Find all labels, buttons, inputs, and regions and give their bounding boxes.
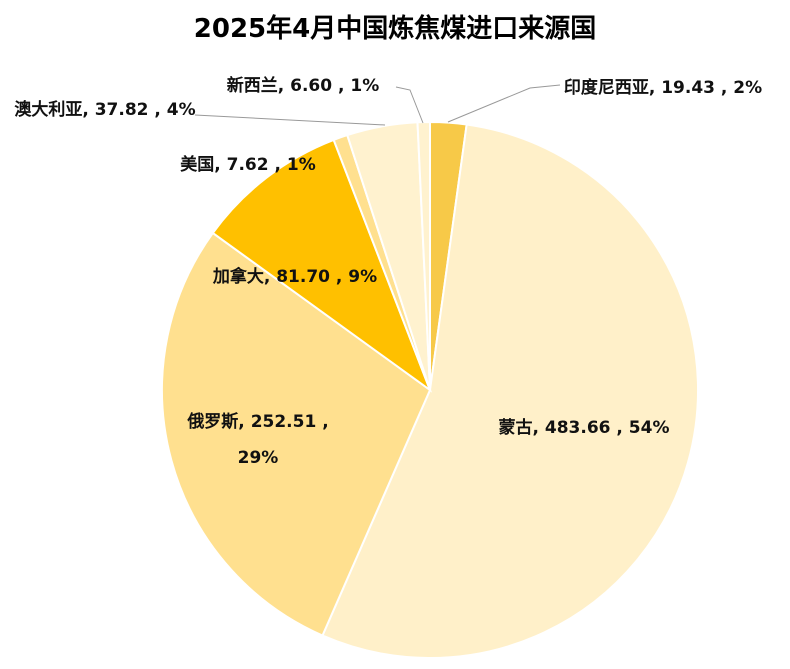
data-label: 新西兰, 6.60 , 1% xyxy=(226,76,380,96)
chart-title: 2025年4月中国炼焦煤进口来源国 xyxy=(193,14,597,44)
leader-line xyxy=(395,86,424,124)
data-label: 澳大利亚, 37.82 , 4% xyxy=(14,100,196,120)
data-label: 蒙古, 483.66 , 54% xyxy=(498,418,670,438)
data-label: 美国, 7.62 , 1% xyxy=(180,155,316,175)
data-label: 加拿大, 81.70 , 9% xyxy=(212,267,378,287)
wedge xyxy=(211,138,433,393)
wedge xyxy=(416,120,431,391)
data-label: 印度尼西亚, 19.43 , 2% xyxy=(563,78,763,98)
leader-line xyxy=(194,114,386,126)
wedge xyxy=(321,123,699,659)
wedge xyxy=(161,231,432,637)
data-label: 俄罗斯, 252.51 , 29% xyxy=(187,412,329,468)
leader-line xyxy=(447,84,561,123)
